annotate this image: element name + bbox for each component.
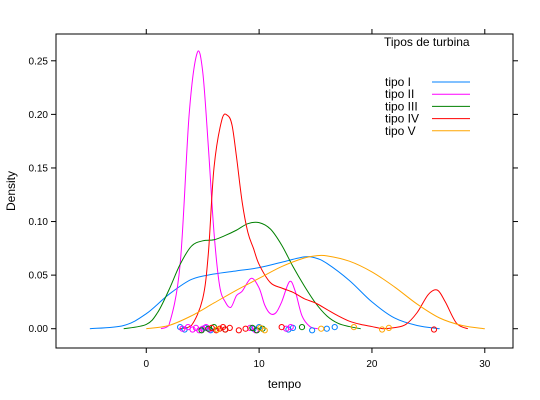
x-tick-label: 10 — [254, 359, 266, 370]
rug-point-tipo-v — [214, 326, 221, 333]
rug-point-tipo-v — [350, 324, 357, 331]
rug-point-tipo-v — [379, 326, 386, 333]
rug-point-tipo-ii — [287, 324, 294, 331]
y-tick-label: 0.25 — [29, 56, 49, 67]
rug-point-tipo-iv — [430, 326, 438, 333]
x-tick-label: 20 — [366, 359, 378, 370]
legend-label-tipo-iii: tipo III — [385, 99, 418, 113]
legend-label-tipo-ii: tipo II — [385, 87, 414, 101]
rug-point-tipo-ii — [179, 325, 186, 332]
density-curves — [89, 50, 485, 330]
rug-point-tipo-iv — [235, 327, 242, 334]
legend-label-tipo-i: tipo I — [385, 75, 411, 89]
rug-point-tipo-v — [385, 324, 392, 332]
rug-point-tipo-i — [323, 325, 330, 332]
rug-point-tipo-iii — [298, 324, 306, 331]
rug-points — [177, 324, 438, 334]
rug-point-tipo-iv — [242, 325, 249, 332]
y-tick-label: 0.20 — [29, 110, 49, 121]
rug-point-tipo-ii — [246, 324, 254, 332]
y-tick-label: 0.00 — [29, 324, 49, 335]
legend-label-tipo-v: tipo V — [385, 124, 416, 138]
x-axis-label: tempo — [268, 377, 302, 391]
rug-point-tipo-ii — [196, 327, 203, 334]
axis-ticks: 0 10 20 30 0.00 0.05 0.10 0.15 0.20 0.25 — [29, 29, 518, 370]
plot-panel — [55, 33, 514, 349]
legend-label-tipo-iv: tipo IV — [385, 112, 419, 126]
rug-point-tipo-v — [318, 325, 325, 332]
y-axis-label: Density — [4, 171, 18, 211]
rug-point-tipo-iii — [205, 325, 212, 332]
legend-title: Tipos de turbina — [384, 35, 470, 49]
density-line-tipo-v — [146, 254, 485, 330]
x-tick-label: 30 — [479, 359, 491, 370]
rug-point-tipo-iv — [278, 324, 285, 331]
rug-point-tipo-iv — [226, 324, 233, 332]
rug-point-tipo-i — [331, 324, 338, 331]
density-line-tipo-i — [89, 256, 440, 330]
rug-point-tipo-iv — [213, 327, 220, 334]
rug-point-tipo-iii — [198, 327, 205, 334]
rug-point-tipo-v — [261, 327, 268, 334]
density-line-tipo-iv — [179, 113, 469, 330]
x-tick-label: 0 — [143, 359, 149, 370]
y-tick-label: 0.05 — [29, 271, 49, 282]
rug-point-tipo-i — [309, 327, 316, 334]
y-tick-label: 0.10 — [29, 217, 49, 228]
rug-point-tipo-ii — [189, 326, 196, 333]
y-tick-label: 0.15 — [29, 163, 49, 174]
density-line-tipo-ii — [160, 50, 318, 330]
density-line-tipo-iii — [123, 221, 361, 330]
